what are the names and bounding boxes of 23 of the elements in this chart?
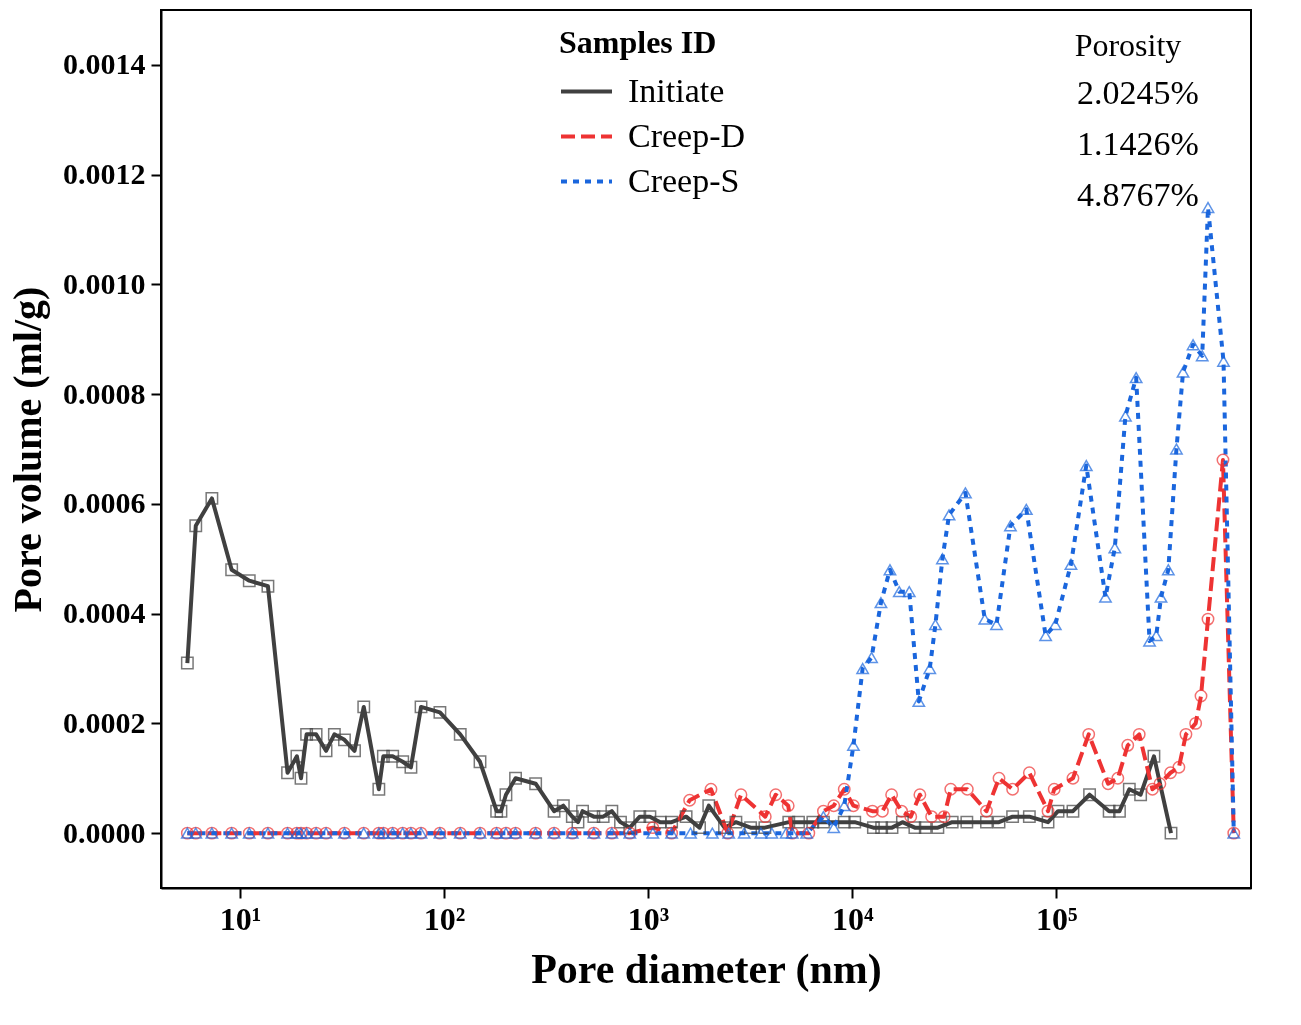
y-tick-label: 0.0010 [63,266,146,300]
annotation: Porosity [1074,27,1182,63]
y-tick-label: 0.0004 [63,596,146,630]
x-tick-label: 10⁴ [831,900,874,937]
legend-label: Initiate [628,71,725,109]
x-axis-title: Pore diameter (nm) [531,945,882,993]
annotation: 2.0245% [1077,73,1199,111]
annotation: 4.8767% [1077,175,1199,213]
y-tick-label: 0.0002 [63,705,146,739]
y-tick-label: 0.0000 [63,815,146,849]
legend-title: Samples ID [559,24,717,60]
y-tick-label: 0.0014 [63,47,146,81]
x-tick-label: 10¹ [219,900,262,937]
y-tick-label: 0.0006 [63,486,146,520]
legend-label: Creep-D [628,116,746,154]
y-tick-label: 0.0012 [63,157,146,191]
annotation: 1.1426% [1077,124,1199,162]
legend-label: Creep-S [628,161,740,199]
y-tick-label: 0.0008 [63,376,146,410]
x-tick-label: 10⁵ [1035,900,1078,937]
x-tick-label: 10² [423,900,466,937]
y-axis-title: Pore volume (ml/g) [5,286,50,613]
x-tick-label: 10³ [627,900,670,937]
